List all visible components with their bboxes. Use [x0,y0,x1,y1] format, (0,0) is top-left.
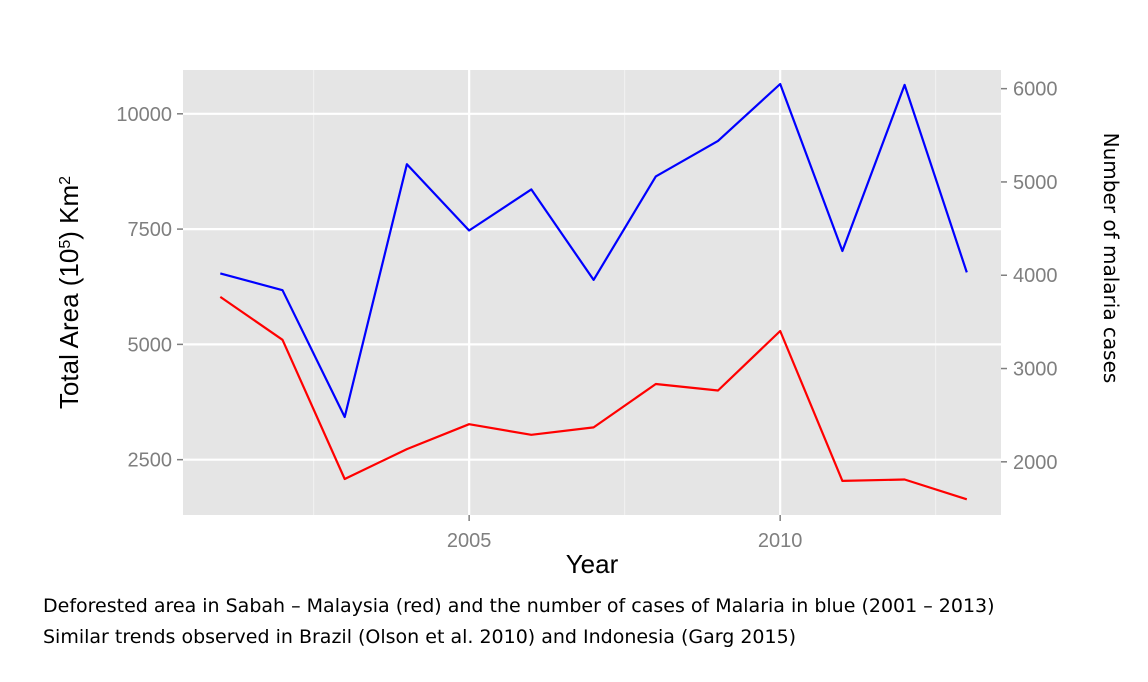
x-axis-ticks: 2005 2010 [447,515,803,552]
left-tick-label: 7500 [128,219,173,241]
left-axis-label-part2: ) Km [54,185,84,240]
series-lines [219,82,968,501]
right-tick-label: 6000 [1013,79,1058,101]
series-line-1 [219,295,968,501]
left-tick-label: 2500 [128,450,173,472]
left-axis-ticks: 2500 5000 7500 10000 [116,104,183,472]
plot-background [183,70,1001,515]
right-tick-label: 2000 [1013,452,1058,474]
left-axis-label-part1: Total Area (10 [54,249,84,409]
x-tick-label: 2005 [447,530,492,552]
right-axis-label: Number of malaria cases [1099,133,1123,384]
right-tick-label: 4000 [1013,265,1058,287]
right-axis-ticks: 2000 3000 4000 5000 6000 [1001,79,1058,474]
caption-line-1: Deforested area in Sabah – Malaysia (red… [43,595,995,617]
right-tick-label: 3000 [1013,359,1058,381]
right-tick-label: 5000 [1013,172,1058,194]
gridlines [183,70,1001,515]
x-tick-label: 2010 [758,530,803,552]
left-tick-label: 5000 [128,334,173,356]
caption-line-2: Similar trends observed in Brazil (Olson… [43,626,797,648]
series-line-2 [220,82,968,419]
left-axis-label-sup2: 2 [57,176,74,185]
left-tick-label: 10000 [116,104,172,126]
left-axis-label: Total Area (105) Km2 [54,176,84,409]
left-axis-label-sup1: 5 [57,240,74,249]
x-axis-label: Year [566,549,619,579]
dual-axis-line-chart: 2500 5000 7500 10000 2000 3000 4000 5000 6000 2… [54,70,1123,579]
